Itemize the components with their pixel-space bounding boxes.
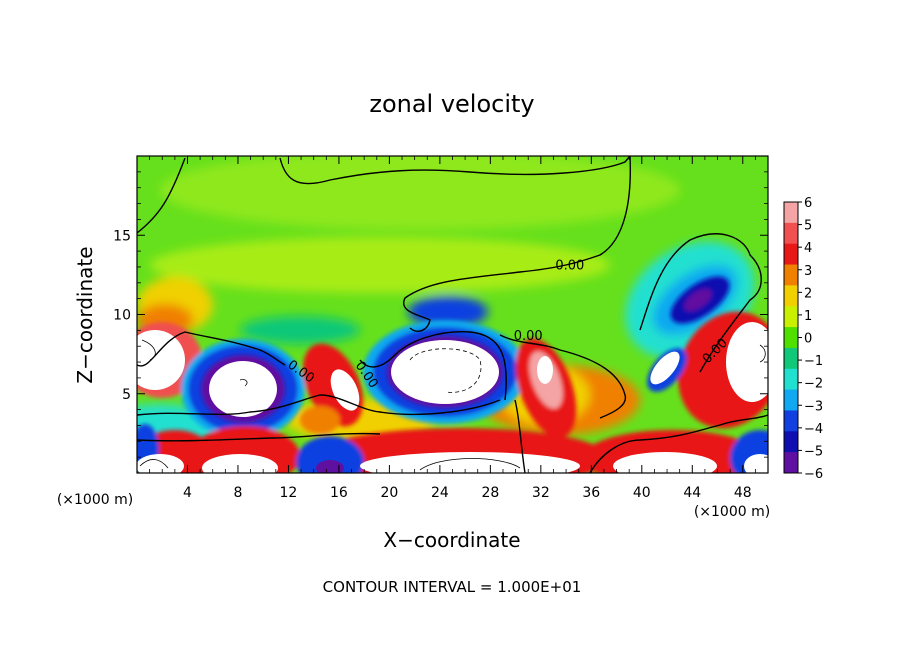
- x-tick-label: 16: [330, 485, 348, 501]
- colorbar-label: −2: [804, 377, 823, 392]
- colorbar: 6 5 4 3 2 1 0 −1 −2 −3 −4 −5 −6: [783, 196, 823, 482]
- colorbar-swatch: [784, 431, 798, 453]
- colorbar-label: 1: [804, 309, 812, 324]
- x-tick-label: 32: [532, 485, 550, 501]
- y-tick-label: 10: [113, 308, 131, 324]
- contour-interval-note: CONTOUR INTERVAL = 1.000E+01: [323, 578, 582, 596]
- colorbar-label: 0: [804, 332, 812, 347]
- contour-label: 0.00: [514, 329, 543, 344]
- colorbar-label: −1: [804, 354, 823, 369]
- plot-area: [136, 155, 769, 474]
- colorbar-swatch: [784, 222, 798, 245]
- colorbar-label: −6: [804, 467, 823, 482]
- y-axis-label: Z−coordinate: [73, 246, 97, 383]
- x-tick-label: 24: [431, 485, 449, 501]
- x-unit-left: (×1000 m): [57, 492, 133, 508]
- colorbar-label: 5: [804, 219, 812, 234]
- colorbar-label: 2: [804, 286, 812, 301]
- x-tick-label: 12: [280, 485, 298, 501]
- x-tick-label: 44: [683, 485, 701, 501]
- x-tick-label: 36: [582, 485, 600, 501]
- colorbar-swatch: [784, 243, 798, 266]
- colorbar-swatch: [784, 306, 798, 328]
- colorbar-label: −5: [804, 444, 823, 459]
- colorbar-swatch: [784, 410, 798, 432]
- heatmap-field: [137, 156, 768, 473]
- y-tick-label: 15: [113, 228, 131, 244]
- colorbar-swatch: [784, 347, 798, 370]
- colorbar-label: 6: [804, 196, 812, 211]
- x-tick-label: 20: [380, 485, 398, 501]
- colorbar-swatch: [784, 368, 798, 391]
- x-unit-right: (×1000 m): [694, 504, 770, 520]
- chart-title: zonal velocity: [369, 90, 534, 118]
- colorbar-label: −3: [804, 399, 823, 414]
- colorbar-swatch: [784, 285, 798, 307]
- x-tick-label: 48: [734, 485, 752, 501]
- colorbar-swatch: [784, 389, 798, 411]
- y-axis: 5 10 15: [113, 171, 768, 458]
- colorbar-swatch: [784, 452, 798, 474]
- inner-contours: [139, 339, 766, 471]
- colorbar-label: −4: [804, 422, 823, 437]
- x-tick-label: 28: [481, 485, 499, 501]
- colorbar-swatch: [784, 202, 798, 224]
- x-tick-label: 8: [233, 485, 242, 501]
- colorbar-label: 3: [804, 264, 812, 279]
- x-axis: 4 8 12 16 20 24 28 32 36 40 44 48: [149, 156, 756, 501]
- contour-label: 0.00: [555, 258, 584, 273]
- colorbar-swatch: [784, 327, 798, 349]
- x-axis-label: X−coordinate: [383, 528, 520, 552]
- y-tick-label: 5: [122, 387, 131, 403]
- zero-contours: [137, 156, 768, 473]
- colorbar-swatch: [784, 264, 798, 286]
- colorbar-label: 4: [804, 241, 812, 256]
- x-tick-label: 40: [633, 485, 651, 501]
- x-tick-label: 4: [183, 485, 192, 501]
